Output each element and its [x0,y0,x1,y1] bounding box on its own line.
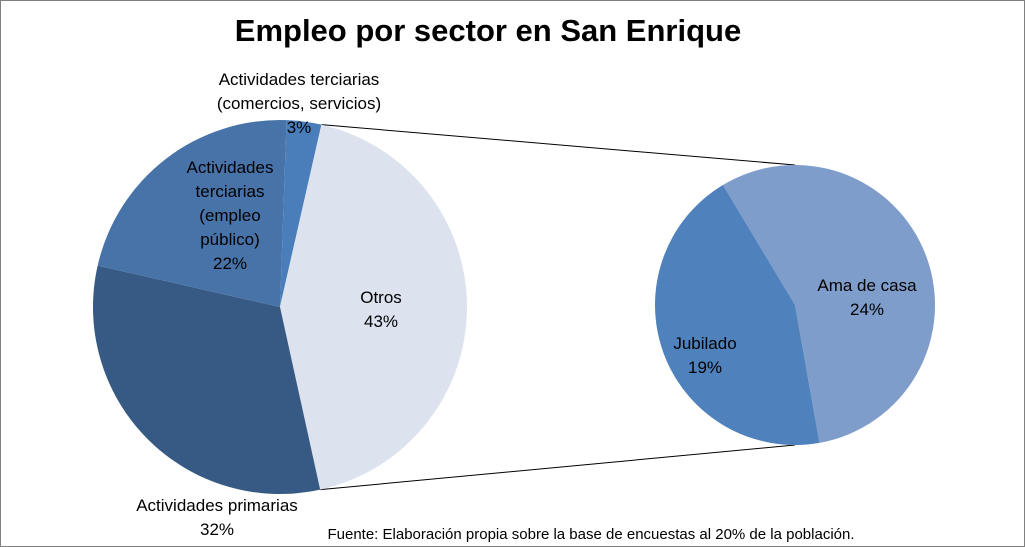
main-pie [93,119,468,495]
data-label-otros: Otros 43% [360,288,402,331]
pie-slice-actividades-terciarias-comercios-servicios [280,120,322,307]
data-label-actividades-terciarias-empleo-publico: Actividades terciarias (empleo público) 22% [187,158,274,273]
data-labels: Actividades terciarias (comercios, servic… [136,70,917,539]
connector-line-top [321,124,796,166]
data-label-ama-de-casa: Ama de casa 24% [817,276,917,319]
secondary-pie-slice-jubilado [655,185,820,445]
pie-slice-actividades-terciarias-empleo-publico [97,119,287,307]
data-label-actividades-primarias: Actividades primarias 32% [136,496,298,539]
connector-lines [320,124,796,491]
secondary-pie-slice-ama-de-casa [722,164,936,443]
source-note: Fuente: Elaboración propia sobre la base… [327,526,854,543]
secondary-pie [655,164,936,445]
data-label-actividades-terciarias-comercios-servicios: Actividades terciarias (comercios, servic… [217,70,381,137]
pie-slice-otros [280,124,468,490]
connector-line-bottom [320,444,796,491]
chart-title: Empleo por sector en San Enrique [235,13,741,48]
data-label-jubilado: Jubilado 19% [673,334,736,377]
pie-slice-actividades-primarias [93,265,321,495]
